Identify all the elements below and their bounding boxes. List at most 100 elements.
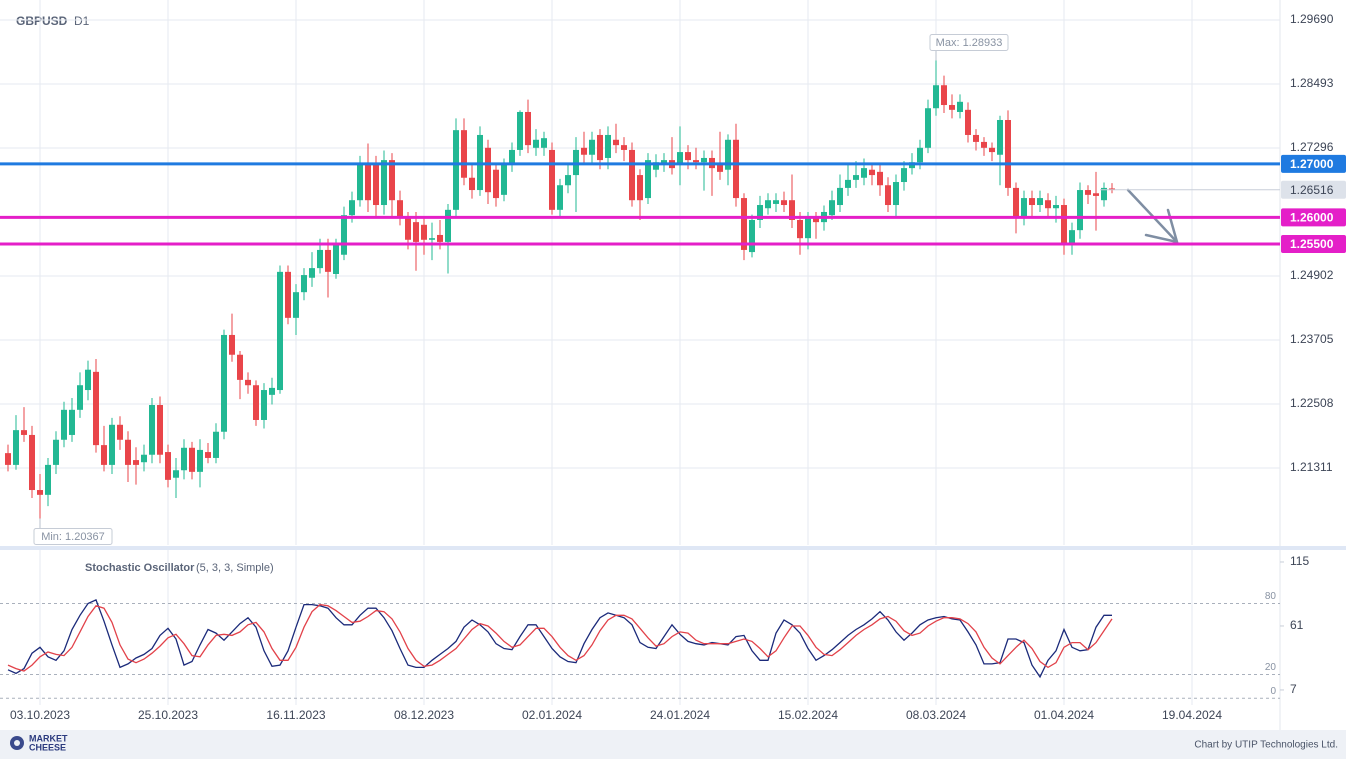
candle-body [829, 200, 835, 216]
candle-body [949, 105, 955, 110]
candle-body [717, 164, 723, 172]
candle-body [533, 139, 539, 148]
candle-body [1013, 187, 1019, 218]
candle-body [269, 387, 275, 395]
y-tick-label: 1.28493 [1290, 76, 1334, 90]
candle-body [917, 147, 923, 163]
candle-body [557, 185, 563, 210]
candle-body [741, 198, 747, 250]
annotation-box [33, 528, 113, 546]
candle-body [117, 424, 123, 440]
candle-body [293, 292, 299, 318]
candle-body [197, 449, 203, 472]
candle-body [5, 453, 11, 465]
candle-body [413, 222, 419, 242]
candle-body [877, 171, 883, 186]
candle-body [869, 169, 875, 176]
x-tick-label: 02.01.2024 [522, 708, 582, 722]
y-tick-label: 1.21311 [1290, 460, 1333, 474]
overlay: 03.10.2023 25.10.2023 16.11.2023 08.12.2023… [10, 12, 1346, 722]
candle-body [637, 175, 643, 201]
candle-body [333, 245, 339, 274]
candle-body [221, 334, 227, 432]
y-tick-label: 1.23705 [1290, 332, 1334, 346]
candle-body [685, 152, 691, 161]
oscillator-level-label: 80 [1265, 591, 1277, 602]
candle-body [613, 139, 619, 146]
candle-body [813, 217, 819, 223]
candle-body [21, 430, 27, 435]
logo-icon [10, 736, 24, 750]
candle-body [653, 162, 659, 170]
candle-body [973, 134, 979, 142]
x-tick-label: 25.10.2023 [138, 708, 198, 722]
candle-body [421, 224, 427, 240]
candle-body [125, 439, 131, 465]
candle-body [485, 147, 491, 193]
panel-separator [0, 546, 1346, 550]
price-level-label: 1.27000 [1290, 157, 1334, 171]
candle-body [941, 85, 947, 106]
candle-body [365, 164, 371, 201]
candle-body [261, 390, 267, 420]
candle-body [757, 205, 763, 220]
y-tick-label: 1.29690 [1290, 12, 1334, 26]
candle-body [53, 439, 59, 465]
candle-body [237, 354, 243, 380]
candle-body [605, 134, 611, 158]
candle-body [733, 139, 739, 199]
candle-body [621, 145, 627, 150]
logo-text: MARKET [29, 733, 68, 743]
oscillator-line [7, 599, 1112, 679]
forecast-arrow [1126, 188, 1179, 244]
candle-body [157, 405, 163, 455]
candle-body [61, 409, 67, 440]
candle-body [845, 179, 851, 188]
candle-body [341, 215, 347, 255]
candle-body [405, 217, 411, 240]
candle-body [797, 219, 803, 239]
candle-body [285, 271, 291, 318]
logo-text: CHEESE [29, 742, 66, 752]
price-level-tag [1281, 208, 1346, 227]
oscillator-level-label: 20 [1265, 662, 1277, 673]
candle-body [549, 149, 555, 210]
candle-body [85, 369, 91, 391]
candle-body [933, 85, 939, 109]
oscillator-line [7, 603, 1113, 672]
price-level-tag [1281, 235, 1346, 254]
candle-body [805, 217, 811, 239]
y-tick-label: 7 [1290, 682, 1297, 696]
candle-body [1101, 187, 1107, 201]
candle-body [205, 452, 211, 458]
candle-body [789, 200, 795, 220]
candle-body [437, 234, 443, 242]
price-level-tag [1281, 154, 1346, 173]
candle-body [29, 434, 35, 491]
candle-body [45, 464, 51, 495]
candle-body [1029, 198, 1035, 206]
candle-body [1093, 193, 1099, 196]
candle-body [253, 385, 259, 420]
candle-body [837, 187, 843, 206]
x-tick-label: 19.04.2024 [1162, 708, 1222, 722]
candle-body [997, 119, 1003, 155]
candle-body [13, 430, 19, 465]
candle-body [357, 164, 363, 201]
candle-body [245, 379, 251, 386]
candle-body [349, 200, 355, 216]
x-tick-label: 08.03.2024 [906, 708, 966, 722]
candle-body [589, 139, 595, 155]
candle-body [109, 424, 115, 465]
candle-body [989, 147, 995, 153]
candle-body [453, 130, 459, 210]
candle-body [149, 405, 155, 455]
candle-body [861, 168, 867, 178]
candle-body [397, 200, 403, 218]
candle-body [93, 371, 99, 446]
candle-body [1069, 230, 1075, 243]
candle-body [1061, 205, 1067, 243]
x-tick-label: 15.02.2024 [778, 708, 838, 722]
candle-body [141, 454, 147, 463]
candle-body [773, 200, 779, 204]
